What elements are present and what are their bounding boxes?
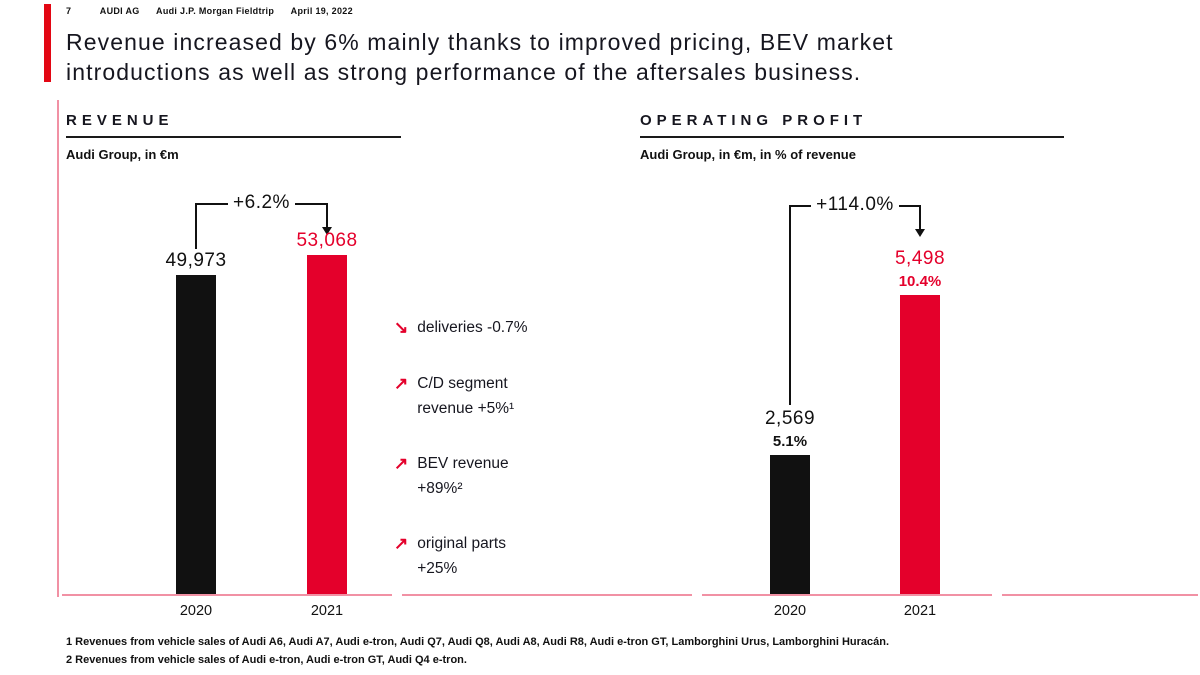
growth-bracket-left-line <box>195 203 197 249</box>
revenue-bar-2020 <box>176 275 216 595</box>
footnotes: 1 Revenues from vehicle sales of Audi A6… <box>66 634 1166 669</box>
annotation-text: BEV revenue +89%² <box>417 454 509 497</box>
revenue-chart: +6.2% 49,973 53,068 2020 2021 <box>130 185 400 619</box>
left-guide-line <box>57 100 59 597</box>
annotation-list: ↘ deliveries -0.7% ↗ C/D segment revenue… <box>394 315 594 611</box>
company-name: AUDI AG <box>99 6 140 16</box>
annotation-text: C/D segment revenue +5%¹ <box>417 374 515 417</box>
profit-pct-2021: 10.4% <box>898 273 942 290</box>
annotation-bev-revenue: ↗ BEV revenue +89%² <box>394 451 594 501</box>
growth-bracket-right-line <box>326 203 328 227</box>
annotation-original-parts: ↗ original parts +25% <box>394 531 594 581</box>
baseline-segment <box>62 594 392 596</box>
growth-bracket-left-line <box>789 205 791 405</box>
baseline-segment <box>1002 594 1198 596</box>
baseline-segment <box>702 594 992 596</box>
slide-title: Revenue increased by 6% mainly thanks to… <box>66 29 894 86</box>
revenue-axis-label-2020: 2020 <box>179 603 213 619</box>
revenue-value-2021: 53,068 <box>296 230 358 251</box>
accent-bar <box>44 4 51 82</box>
growth-arrow-icon <box>322 227 332 235</box>
profit-bar-2021 <box>900 295 940 595</box>
profit-pct-2020: 5.1% <box>772 433 808 450</box>
operating-profit-chart: +114.0% 2,569 5.1% 5,498 10.4% 2020 2021 <box>700 185 990 619</box>
arrow-up-right-icon: ↗ <box>394 373 409 393</box>
annotation-cd-segment: ↗ C/D segment revenue +5%¹ <box>394 371 594 421</box>
footnote-1: 1 Revenues from vehicle sales of Audi A6… <box>66 636 890 648</box>
arrow-up-right-icon: ↗ <box>394 453 409 473</box>
revenue-value-2020: 49,973 <box>165 250 227 271</box>
revenue-bar-2021 <box>307 255 347 595</box>
profit-bar-group-2021: 5,498 10.4% <box>875 248 965 595</box>
arrow-up-right-icon: ↗ <box>394 533 409 553</box>
profit-axis-label-2020: 2020 <box>773 603 807 619</box>
revenue-bar-group-2021: 53,068 <box>282 230 372 595</box>
annotation-text: original parts +25% <box>417 534 506 578</box>
revenue-bar-group-2020: 49,973 <box>151 250 241 595</box>
baseline-segment <box>402 594 692 596</box>
profit-bar-group-2020: 2,569 5.1% <box>745 408 835 595</box>
annotation-text: deliveries -0.7% <box>417 319 528 336</box>
operating-profit-section-title: OPERATING PROFIT <box>640 112 1064 138</box>
revenue-section-header: REVENUE Audi Group, in €m <box>66 112 401 162</box>
arrow-down-right-icon: ↘ <box>394 318 409 337</box>
profit-growth-label: +114.0% <box>790 194 920 216</box>
event-date: April 19, 2022 <box>290 6 353 16</box>
slide-header: 7 AUDI AG Audi J.P. Morgan Fieldtrip Apr… <box>66 6 367 16</box>
profit-bar-2020 <box>770 455 810 595</box>
revenue-axis-label-2021: 2021 <box>310 603 344 619</box>
growth-bracket-right-line <box>919 205 921 229</box>
revenue-section-subtitle: Audi Group, in €m <box>66 147 179 162</box>
profit-value-2021: 5,498 <box>894 248 946 269</box>
page-number: 7 <box>66 6 72 16</box>
footnote-2: 2 Revenues from vehicle sales of Audi e-… <box>66 653 467 666</box>
revenue-growth-label: +6.2% <box>196 192 327 214</box>
operating-profit-section-subtitle: Audi Group, in €m, in % of revenue <box>640 147 856 162</box>
growth-arrow-icon <box>915 229 925 237</box>
annotation-deliveries: ↘ deliveries -0.7% <box>394 315 594 341</box>
profit-axis-label-2021: 2021 <box>903 603 937 619</box>
event-name: Audi J.P. Morgan Fieldtrip <box>156 6 275 16</box>
operating-profit-section-header: OPERATING PROFIT Audi Group, in €m, in %… <box>640 112 1064 162</box>
profit-value-2020: 2,569 <box>764 408 816 429</box>
revenue-section-title: REVENUE <box>66 112 401 138</box>
